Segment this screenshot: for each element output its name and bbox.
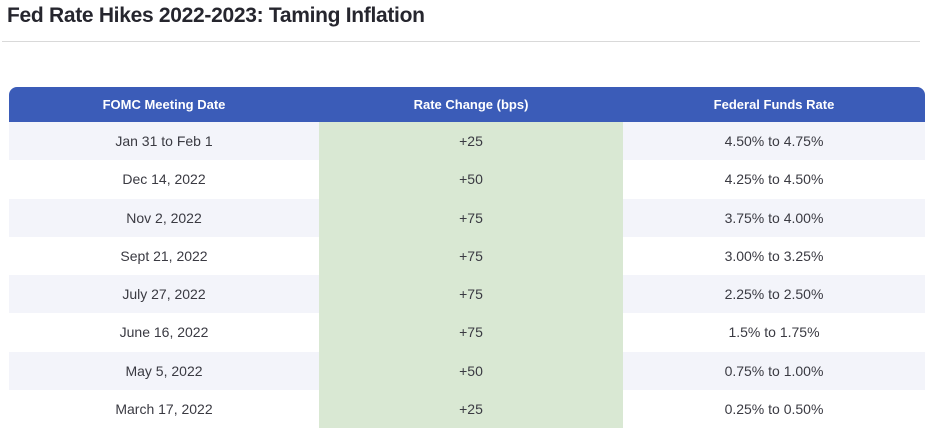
column-header-funds-rate: Federal Funds Rate <box>713 97 835 112</box>
table-row: Sept 21, 2022 +75 3.00% to 3.25% <box>9 236 925 275</box>
fomc-date-cell: Nov 2, 2022 <box>126 209 202 226</box>
rate-change-cell: +75 <box>319 313 623 352</box>
funds-rate-cell: 4.50% to 4.75% <box>724 133 824 150</box>
funds-rate-cell: 4.25% to 4.50% <box>724 171 824 188</box>
rate-change-cell: +25 <box>319 122 623 161</box>
fomc-date-cell: Jan 31 to Feb 1 <box>115 133 213 150</box>
fomc-date-cell: March 17, 2022 <box>115 400 213 417</box>
funds-rate-cell: 2.25% to 2.50% <box>724 286 824 303</box>
title-divider <box>2 41 920 42</box>
table-row: Dec 14, 2022 +50 4.25% to 4.50% <box>9 160 925 199</box>
rate-change-cell: +50 <box>319 160 623 199</box>
table-row: May 5, 2022 +50 0.75% to 1.00% <box>9 351 925 390</box>
page-title: Fed Rate Hikes 2022-2023: Taming Inflati… <box>7 4 425 27</box>
table-row: Nov 2, 2022 +75 3.75% to 4.00% <box>9 198 925 237</box>
fed-rate-table: FOMC Meeting Date Rate Change (bps) Fede… <box>9 87 925 428</box>
rate-change-cell: +75 <box>319 236 623 275</box>
rate-change-cell: +75 <box>319 275 623 314</box>
column-header-rate-change: Rate Change (bps) <box>413 97 529 112</box>
funds-rate-cell: 1.5% to 1.75% <box>728 324 820 341</box>
fomc-date-cell: Dec 14, 2022 <box>122 171 206 188</box>
fomc-date-cell: July 27, 2022 <box>122 286 206 303</box>
table-row: March 17, 2022 +25 0.25% to 0.50% <box>9 389 925 428</box>
table-row: July 27, 2022 +75 2.25% to 2.50% <box>9 275 925 314</box>
fomc-date-cell: June 16, 2022 <box>119 324 209 341</box>
funds-rate-cell: 3.75% to 4.00% <box>724 209 824 226</box>
column-header-fomc-date: FOMC Meeting Date <box>102 97 226 112</box>
table-row: June 16, 2022 +75 1.5% to 1.75% <box>9 313 925 352</box>
fomc-date-cell: May 5, 2022 <box>125 362 203 379</box>
table-row: Jan 31 to Feb 1 +25 4.50% to 4.75% <box>9 122 925 161</box>
funds-rate-cell: 0.25% to 0.50% <box>724 400 824 417</box>
rate-change-cell: +25 <box>319 389 623 428</box>
rate-change-cell: +50 <box>319 351 623 390</box>
table-body: Jan 31 to Feb 1 +25 4.50% to 4.75% Dec 1… <box>9 122 925 428</box>
funds-rate-cell: 0.75% to 1.00% <box>724 362 824 379</box>
table-header-row: FOMC Meeting Date Rate Change (bps) Fede… <box>9 87 925 122</box>
rate-change-cell: +75 <box>319 198 623 237</box>
fomc-date-cell: Sept 21, 2022 <box>120 247 208 264</box>
funds-rate-cell: 3.00% to 3.25% <box>724 247 824 264</box>
